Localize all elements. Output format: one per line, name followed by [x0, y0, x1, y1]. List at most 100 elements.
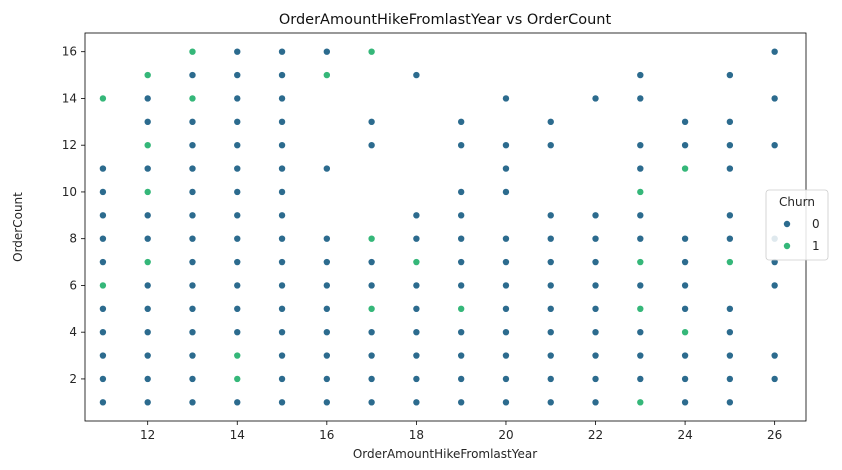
- scatter-point-churn-0: [501, 374, 510, 383]
- scatter-point-churn-0: [591, 351, 600, 360]
- scatter-point-churn-0: [725, 351, 734, 360]
- scatter-point-churn-0: [188, 398, 197, 407]
- scatter-point-churn-0: [233, 71, 242, 80]
- scatter-point-churn-0: [278, 187, 287, 196]
- x-tick-label: 16: [319, 428, 334, 442]
- scatter-point-churn-0: [143, 374, 152, 383]
- scatter-point-churn-0: [188, 351, 197, 360]
- scatter-point-churn-0: [591, 258, 600, 267]
- scatter-point-churn-0: [546, 211, 555, 220]
- x-tick-label: 20: [498, 428, 513, 442]
- scatter-point-churn-0: [546, 328, 555, 337]
- scatter-point-churn-0: [278, 374, 287, 383]
- points-layer: [98, 47, 779, 407]
- scatter-point-churn-1: [367, 47, 376, 56]
- scatter-point-churn-0: [278, 47, 287, 56]
- scatter-point-churn-0: [188, 374, 197, 383]
- scatter-point-churn-0: [770, 351, 779, 360]
- scatter-point-churn-0: [412, 281, 421, 290]
- scatter-point-churn-0: [725, 304, 734, 313]
- scatter-point-churn-0: [278, 71, 287, 80]
- scatter-point-churn-0: [278, 351, 287, 360]
- scatter-point-churn-0: [725, 71, 734, 80]
- scatter-point-churn-0: [367, 281, 376, 290]
- scatter-point-churn-1: [143, 258, 152, 267]
- scatter-point-churn-0: [770, 94, 779, 103]
- scatter-point-churn-0: [188, 211, 197, 220]
- x-tick-label: 18: [409, 428, 424, 442]
- scatter-point-churn-0: [457, 258, 466, 267]
- scatter-point-churn-1: [412, 258, 421, 267]
- scatter-point-churn-0: [681, 304, 690, 313]
- scatter-point-churn-0: [681, 374, 690, 383]
- scatter-point-churn-0: [143, 304, 152, 313]
- scatter-point-churn-0: [98, 351, 107, 360]
- scatter-point-churn-1: [681, 328, 690, 337]
- scatter-point-churn-0: [681, 234, 690, 243]
- scatter-point-churn-0: [143, 351, 152, 360]
- legend-label-churn-1: 1: [812, 239, 820, 253]
- scatter-point-churn-0: [98, 398, 107, 407]
- scatter-point-churn-0: [233, 328, 242, 337]
- x-axis-label: OrderAmountHikeFromlastYear: [353, 447, 537, 461]
- scatter-point-churn-0: [278, 328, 287, 337]
- scatter-point-churn-0: [501, 281, 510, 290]
- scatter-point-churn-1: [98, 281, 107, 290]
- scatter-point-churn-0: [501, 398, 510, 407]
- scatter-point-churn-1: [322, 71, 331, 80]
- scatter-point-churn-0: [636, 234, 645, 243]
- scatter-point-churn-0: [681, 281, 690, 290]
- scatter-point-churn-0: [367, 328, 376, 337]
- scatter-point-churn-0: [188, 117, 197, 126]
- scatter-point-churn-0: [457, 141, 466, 150]
- scatter-point-churn-0: [233, 164, 242, 173]
- scatter-point-churn-0: [278, 304, 287, 313]
- legend-marker-churn-1: [783, 241, 792, 250]
- scatter-point-churn-0: [501, 164, 510, 173]
- scatter-point-churn-0: [143, 164, 152, 173]
- scatter-point-churn-0: [636, 211, 645, 220]
- scatter-point-churn-0: [546, 117, 555, 126]
- scatter-point-churn-0: [457, 234, 466, 243]
- scatter-point-churn-0: [501, 304, 510, 313]
- scatter-point-churn-0: [457, 351, 466, 360]
- scatter-point-churn-0: [546, 304, 555, 313]
- scatter-point-churn-0: [98, 304, 107, 313]
- scatter-point-churn-0: [770, 141, 779, 150]
- scatter-point-churn-0: [457, 374, 466, 383]
- scatter-point-churn-0: [188, 234, 197, 243]
- scatter-point-churn-0: [546, 281, 555, 290]
- scatter-point-churn-1: [636, 187, 645, 196]
- scatter-point-churn-1: [636, 398, 645, 407]
- scatter-point-churn-0: [98, 258, 107, 267]
- scatter-point-churn-0: [457, 187, 466, 196]
- scatter-point-churn-0: [725, 117, 734, 126]
- scatter-point-churn-0: [725, 328, 734, 337]
- scatter-point-churn-0: [412, 71, 421, 80]
- scatter-point-churn-0: [546, 374, 555, 383]
- scatter-point-churn-0: [278, 258, 287, 267]
- scatter-point-churn-0: [188, 281, 197, 290]
- scatter-point-churn-0: [501, 187, 510, 196]
- scatter-point-churn-1: [143, 187, 152, 196]
- scatter-point-churn-0: [636, 141, 645, 150]
- scatter-point-churn-0: [501, 351, 510, 360]
- scatter-point-churn-0: [591, 398, 600, 407]
- scatter-point-churn-0: [278, 94, 287, 103]
- scatter-point-churn-1: [636, 258, 645, 267]
- scatter-point-churn-0: [546, 398, 555, 407]
- y-tick-label: 8: [69, 232, 77, 246]
- y-tick-label: 4: [69, 325, 77, 339]
- scatter-point-churn-1: [188, 94, 197, 103]
- plot-frame: [84, 32, 807, 422]
- scatter-point-churn-0: [233, 211, 242, 220]
- scatter-point-churn-0: [233, 47, 242, 56]
- x-tick-label: 26: [767, 428, 782, 442]
- scatter-point-churn-0: [98, 234, 107, 243]
- scatter-point-churn-0: [501, 328, 510, 337]
- y-tick-label: 10: [62, 185, 77, 199]
- scatter-point-churn-0: [725, 211, 734, 220]
- scatter-point-churn-0: [636, 351, 645, 360]
- scatter-point-churn-0: [233, 187, 242, 196]
